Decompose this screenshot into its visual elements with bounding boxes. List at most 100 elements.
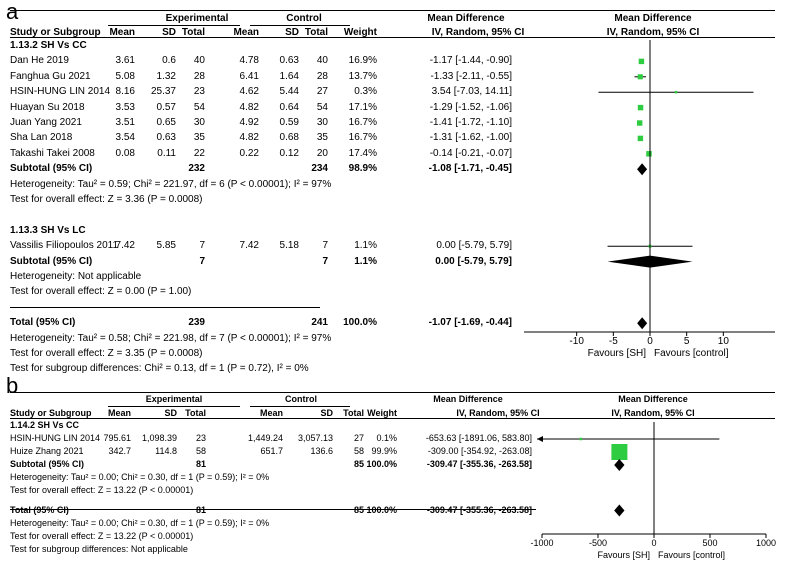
ci-text: -1.31 [-1.62, -1.00]	[429, 132, 512, 144]
total-diamond	[614, 504, 625, 517]
weight: 16.7%	[348, 132, 377, 144]
ctl-mean: 4.62	[239, 86, 259, 98]
overall-effect-text: Test for overall effect: Z = 0.00 (P = 1…	[10, 286, 192, 298]
exp-mean: 795.61	[103, 433, 131, 443]
exp-total: 30	[193, 117, 205, 128]
exp-sd: 114.8	[155, 446, 177, 456]
ctl-sd: 5.18	[279, 240, 299, 252]
subtotal-weight: 1.1%	[354, 255, 377, 267]
top-rule	[10, 10, 775, 11]
ctl-total-header: Total	[304, 27, 328, 38]
panel-label: a	[6, 0, 19, 24]
study-name: Fanghua Gu 2021	[10, 70, 91, 82]
weight: 16.7%	[348, 117, 377, 128]
heterogeneity-text: Heterogeneity: Not applicable	[10, 271, 142, 282]
ctl-sd: 0.12	[279, 147, 299, 159]
x-tick-label: -5	[608, 336, 618, 347]
experimental-underline	[108, 25, 240, 26]
total-weight: 100.0%	[343, 317, 377, 329]
exp-mean: 7.42	[115, 240, 135, 252]
ctl-total: 7	[322, 240, 328, 252]
ctl-total: 27	[353, 433, 364, 443]
method-header: IV, Random, 95% CI	[431, 27, 525, 38]
ctl-mean: 651.7	[260, 446, 283, 456]
ci-text: -1.33 [-2.11, -0.55]	[430, 70, 512, 82]
plot-method-header: IV, Random, 95% CI	[606, 27, 700, 38]
exp-mean: 3.53	[115, 101, 135, 113]
ctl-mean-header: Mean	[233, 27, 259, 38]
subtotal-ci: -309.47 [-355.36, -263.58]	[426, 459, 532, 469]
ctl-mean: 4.92	[239, 117, 259, 128]
x-tick-label: 5	[683, 336, 690, 347]
subgroup-title: 1.13.2 SH Vs CC	[10, 40, 87, 51]
exp-sd: 0.11	[157, 147, 176, 159]
experimental-group-header: Experimental	[145, 394, 203, 404]
study-name: HSIN-HUNG LIN 2014	[10, 86, 111, 98]
ctl-mean: 6.41	[239, 70, 259, 82]
subtotal-label: Subtotal (95% CI)	[10, 459, 85, 469]
study-column-header: Study or Subgroup	[10, 27, 101, 38]
total-diamond	[637, 317, 648, 330]
subgroup-title: 1.14.2 SH Vs CC	[10, 420, 80, 430]
total-ci: -309.47 [-355.36, -263.58]	[426, 504, 532, 515]
subtotal-ctl-total: 234	[311, 163, 328, 175]
ci-text: 0.00 [-5.79, 5.79]	[436, 240, 512, 252]
total-overall-effect-text: Test for overall effect: Z = 13.22 (P < …	[10, 530, 194, 541]
study-name: Takashi Takei 2008	[10, 147, 95, 159]
exp-mean: 8.16	[115, 86, 135, 98]
exp-total: 7	[199, 240, 205, 252]
subtotal-diamond	[614, 459, 625, 471]
ci-text: 3.54 [-7.03, 14.11]	[431, 86, 512, 98]
exp-mean-header: Mean	[109, 27, 135, 38]
study-name: Vassilis Filiopoulos 2011	[10, 240, 119, 252]
ctl-mean: 4.82	[239, 132, 259, 144]
subtotal-weight: 100.0%	[366, 459, 397, 469]
subtotal-ci: 0.00 [-5.79, 5.79]	[435, 255, 512, 267]
exp-sd: 0.6	[162, 55, 176, 67]
ctl-total: 54	[316, 101, 328, 113]
weight: 99.9%	[371, 446, 397, 456]
ctl-total: 20	[316, 147, 328, 159]
control-group-header: Control	[285, 394, 317, 404]
total-overall-effect-text: Test for overall effect: Z = 3.35 (P = 0…	[10, 348, 203, 359]
subtotal-ctl-total: 85	[353, 459, 364, 469]
study-name: HSIN-HUNG LIN 2014	[10, 433, 101, 443]
panel-label: b	[6, 373, 19, 398]
study-marker	[579, 437, 583, 441]
ctl-mean: 4.82	[239, 101, 259, 113]
x-tick-label: 1000	[755, 538, 777, 548]
ci-text: -309.00 [-354.92, -263.08]	[427, 446, 532, 456]
subgroup-title: 1.13.3 SH Vs LC	[10, 224, 86, 236]
total-exp-total: 239	[188, 317, 205, 329]
experimental-group-header: Experimental	[165, 13, 229, 24]
study-marker	[636, 120, 643, 126]
subtotal-ci: -1.08 [-1.71, -0.45]	[428, 163, 512, 175]
weight: 0.3%	[354, 86, 377, 98]
ctl-mean: 4.78	[239, 55, 259, 67]
ctl-total: 28	[316, 70, 328, 82]
weight: 13.7%	[348, 70, 377, 82]
ctl-sd: 0.64	[279, 101, 299, 113]
study-marker	[637, 74, 643, 80]
top-rule	[10, 392, 775, 393]
exp-mean: 3.61	[115, 55, 135, 67]
subtotal-ctl-total: 7	[322, 255, 328, 267]
study-marker	[611, 444, 628, 460]
control-underline	[250, 406, 350, 407]
exp-sd: 25.37	[150, 86, 176, 98]
subtotal-exp-total: 7	[199, 255, 205, 267]
exp-sd: 5.85	[156, 240, 176, 252]
ctl-sd: 5.44	[279, 86, 299, 98]
ctl-sd-header: SD	[285, 27, 299, 38]
ctl-total: 40	[316, 55, 328, 67]
overall-effect-text: Test for overall effect: Z = 13.22 (P < …	[10, 485, 194, 495]
study-marker	[638, 58, 645, 65]
ci-text: -653.63 [-1891.06, 583.80]	[425, 433, 532, 443]
study-name: Sha Lan 2018	[10, 132, 73, 144]
ci-text: -0.14 [-0.21, -0.07]	[429, 147, 512, 159]
study-name: Juan Yang 2021	[10, 117, 82, 128]
exp-mean: 5.08	[115, 70, 135, 82]
exp-sd: 1,098.39	[141, 433, 177, 443]
